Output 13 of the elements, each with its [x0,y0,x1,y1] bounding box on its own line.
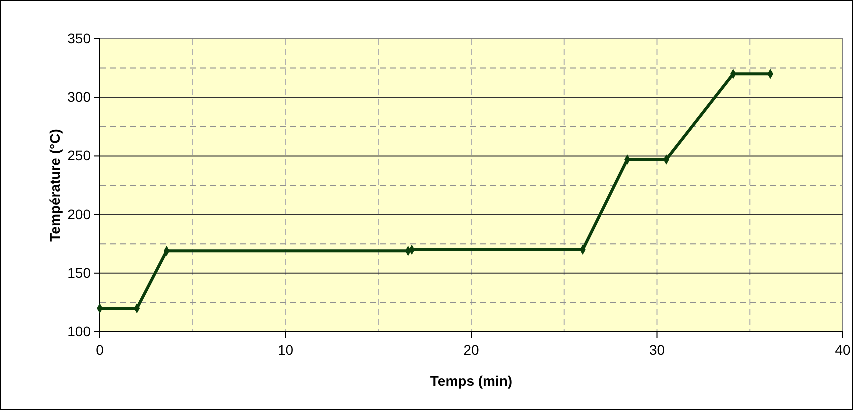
y-tick-label: 300 [68,89,92,106]
x-tick-label: 0 [96,342,104,358]
x-axis-title: Temps (min) [430,373,513,389]
x-tick-label: 10 [278,342,294,358]
y-tick-label: 200 [68,206,92,222]
y-tick-label: 350 [68,30,92,46]
x-tick-label: 20 [464,342,480,358]
y-tick-label: 100 [68,323,92,340]
y-axis-title: Température (°C) [47,129,63,242]
x-tick-label: 30 [649,342,666,358]
y-tick-label: 150 [68,264,92,281]
x-tick-label: 40 [835,342,851,358]
y-tick-label: 250 [68,148,92,164]
